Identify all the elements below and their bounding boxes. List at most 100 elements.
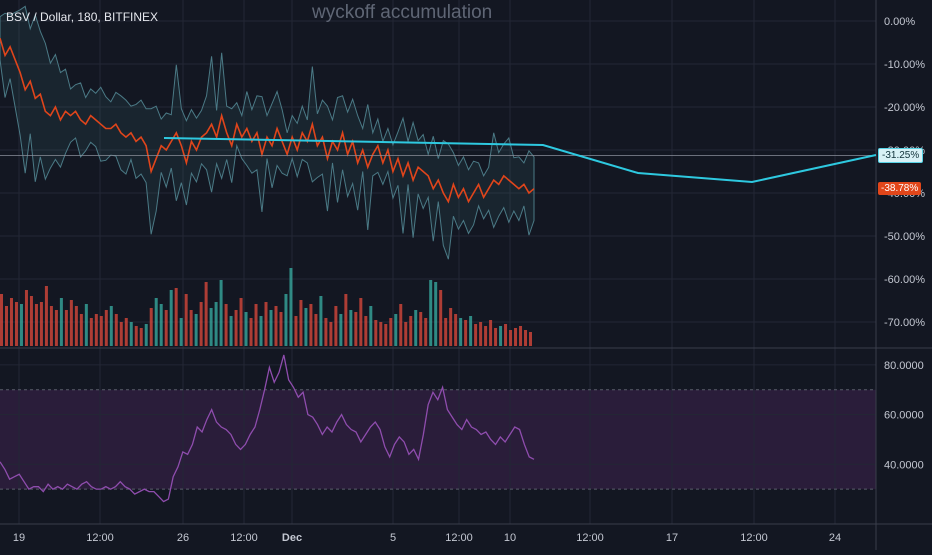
volume-bar (439, 290, 443, 346)
time-tick-label: 10 (504, 532, 516, 544)
volume-bar (209, 308, 213, 346)
volume-bar (99, 316, 103, 346)
projection-price-badge: -31.25% (878, 148, 924, 163)
volume-bar (79, 314, 83, 346)
time-tick-label: 12:00 (445, 532, 473, 544)
symbol-label[interactable]: BSV / Dollar, 180, BITFINEX (6, 10, 159, 24)
volume-bar (19, 304, 23, 346)
volume-bar (204, 282, 208, 346)
volume-bar (499, 326, 503, 346)
rsi-tick-label: 40.0000 (884, 459, 924, 471)
volume-bar (14, 302, 18, 346)
volume-bar (69, 300, 73, 346)
volume-bar (464, 320, 468, 346)
volume-bar (264, 302, 268, 346)
volume-bar (329, 322, 333, 346)
volume-bar (244, 312, 248, 346)
time-tick-label: 24 (829, 532, 841, 544)
volume-bar (49, 306, 53, 346)
price-tick-label: -10.00% (884, 59, 925, 71)
volume-bar (94, 314, 98, 346)
volume-bar (234, 310, 238, 346)
volume-bar (124, 318, 128, 346)
volume-bar (494, 328, 498, 346)
volume-bar (4, 306, 8, 346)
volume-bar (174, 288, 178, 346)
volume-bar (164, 310, 168, 346)
time-tick-label: Dec (282, 532, 302, 544)
volume-bar (354, 312, 358, 346)
volume-bar (514, 328, 518, 346)
volume-bar (509, 330, 513, 346)
volume-bar (214, 302, 218, 346)
volume-bar (399, 304, 403, 346)
volume-bar (9, 298, 13, 346)
rsi-line (0, 354, 535, 503)
volume-bar (324, 318, 328, 346)
volume-bar (389, 318, 393, 346)
volume-bar (184, 294, 188, 346)
volume-bar (119, 322, 123, 346)
volume-bar (484, 326, 488, 346)
volume-bar (144, 324, 148, 346)
volume-bar (339, 314, 343, 346)
volume-bar (359, 298, 363, 346)
volume-bar (89, 318, 93, 346)
volume-bar (374, 320, 378, 346)
volume-bar (194, 314, 198, 346)
volume-bar (314, 314, 318, 346)
volume-bar (364, 316, 368, 346)
time-tick-label: 12:00 (230, 532, 258, 544)
volume-bar (419, 312, 423, 346)
volume-bar (519, 326, 523, 346)
volume-bar (289, 268, 293, 346)
volume-bar (294, 316, 298, 346)
volume-bar (259, 316, 263, 346)
price-tick-label: -70.00% (884, 317, 925, 329)
volume-bar (504, 324, 508, 346)
price-tick-label: -60.00% (884, 274, 925, 286)
volume-bar (84, 304, 88, 346)
volume-bar (0, 294, 3, 346)
volume-bar (304, 308, 308, 346)
time-tick-label: 17 (666, 532, 678, 544)
volume-bar (74, 306, 78, 346)
volume-bar (59, 298, 63, 346)
volume-bar (229, 316, 233, 346)
volume-bar (524, 330, 528, 346)
volume-bar (54, 310, 58, 346)
volume-bar (169, 290, 173, 346)
volume-bar (274, 306, 278, 346)
volume-bar (469, 316, 473, 346)
volume-bar (179, 318, 183, 346)
price-tick-label: 0.00% (884, 16, 915, 28)
volume-bar (334, 306, 338, 346)
volume-bar (349, 310, 353, 346)
volume-bar (489, 320, 493, 346)
volume-bar (299, 300, 303, 346)
volume-bar (64, 310, 68, 346)
price-line (0, 37, 535, 204)
volume-bar (429, 280, 433, 346)
volume-bar (199, 302, 203, 346)
volume-bar (474, 324, 478, 346)
time-tick-label: 5 (390, 532, 396, 544)
time-tick-label: 12:00 (86, 532, 114, 544)
volume-bar (114, 314, 118, 346)
volume-bar (24, 290, 28, 346)
volume-bar (109, 306, 113, 346)
volume-bar (309, 304, 313, 346)
volume-bar (449, 308, 453, 346)
volume-bar (224, 304, 228, 346)
volume-bar (249, 318, 253, 346)
volume-bar (414, 310, 418, 346)
last-price-badge: -38.78% (878, 182, 922, 195)
volume-bar (394, 314, 398, 346)
volume-bar (409, 316, 413, 346)
volume-bar (189, 310, 193, 346)
volume-bar (269, 310, 273, 346)
volume-bar (379, 322, 383, 346)
volume-bar (479, 322, 483, 346)
volume-bar (279, 312, 283, 346)
